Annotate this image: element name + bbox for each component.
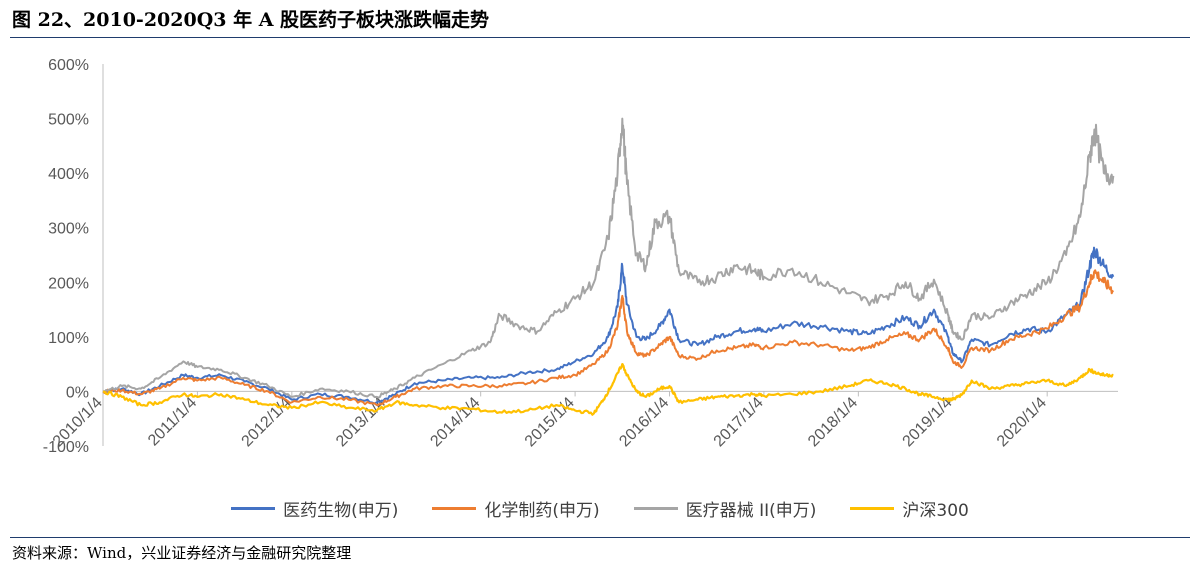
chart-legend: 医药生物(申万) 化学制药(申万) 医疗器械 II(申万) 沪深300	[0, 493, 1200, 523]
legend-swatch	[432, 506, 477, 510]
legend-label: 医药生物(申万)	[283, 500, 399, 521]
y-tick-label: 500%	[48, 112, 89, 129]
y-tick-label: 300%	[48, 221, 89, 238]
series-line-pharma-bio	[102, 246, 1115, 405]
y-tick-label: 100%	[48, 330, 89, 347]
series-line-chem-pharma	[102, 269, 1115, 407]
x-tick-label: 2014/1/4	[427, 394, 483, 450]
source-rule	[10, 537, 1190, 538]
x-tick-label: 2011/1/4	[145, 394, 200, 449]
legend-swatch	[231, 506, 276, 510]
legend-item-csi300: 沪深300	[850, 496, 969, 521]
title-rule	[10, 37, 1190, 38]
line-chart: 600%500%400%300%200%100%0%-100%2010/1/4 2…	[43, 57, 1118, 456]
series-line-medical-devices	[102, 117, 1115, 399]
x-tick-label: 2019/1/4	[900, 394, 956, 450]
x-tick-label: 2012/1/4	[239, 394, 295, 450]
y-tick-label: 0%	[66, 384, 89, 401]
legend-swatch	[850, 506, 895, 510]
legend-item-chem-pharma: 化学制药(申万)	[432, 496, 600, 521]
legend-item-medical-devices: 医疗器械 II(申万)	[633, 496, 817, 521]
legend-label: 化学制药(申万)	[484, 500, 600, 521]
y-tick-label: 200%	[48, 275, 89, 292]
legend-item-pharma-bio: 医药生物(申万)	[231, 496, 398, 521]
series-line-csi300	[102, 363, 1114, 416]
legend-swatch	[633, 506, 678, 510]
y-tick-label: 600%	[48, 57, 89, 74]
x-tick-label: 2017/1/4	[711, 394, 767, 450]
y-tick-label: 400%	[48, 166, 89, 183]
x-tick-label: 2015/1/4	[522, 394, 578, 450]
legend-label: 医疗器械 II(申万)	[685, 500, 817, 521]
y-tick-label: -100%	[43, 439, 89, 456]
figure-title: 图 22、2010-2020Q3 年 A 股医药子板块涨跌幅走势	[12, 9, 490, 31]
source-note: 资料来源：Wind，兴业证券经济与金融研究院整理	[12, 544, 352, 562]
x-tick-label: 2016/1/4	[616, 394, 672, 450]
legend-label: 沪深300	[902, 500, 969, 521]
x-tick-label: 2018/1/4	[805, 394, 861, 450]
x-tick-label: 2020/1/4	[994, 394, 1050, 450]
